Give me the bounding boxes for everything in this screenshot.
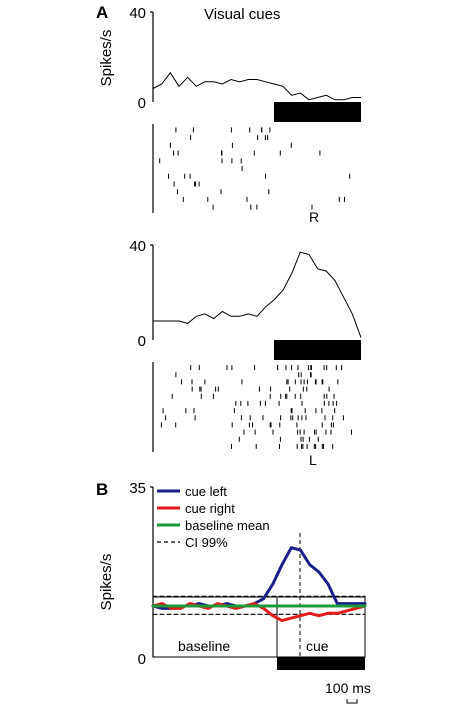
cue-label: cue xyxy=(306,638,329,654)
bottom-rate-line xyxy=(153,251,362,338)
top-rate-line xyxy=(152,71,361,101)
panel-a-letter: A xyxy=(96,3,108,22)
top-raster-label: R xyxy=(309,209,319,225)
bottom-cue-bar xyxy=(274,340,361,360)
panel-b-ytick-max: 35 xyxy=(129,480,146,497)
panel-a-title: Visual cues xyxy=(204,6,280,23)
legend-label-baseline-mean: baseline mean xyxy=(185,518,270,533)
panel-b-plot xyxy=(150,486,367,670)
panel-b-ytick-min: 0 xyxy=(138,651,146,668)
panel-b-cue-bar xyxy=(277,657,365,670)
legend-label-cue-right: cue right xyxy=(185,501,235,516)
scale-bar-label: 100 ms xyxy=(325,680,371,696)
bottom-raster-label: L xyxy=(309,452,317,468)
bottom-rate-ytick-max: 40 xyxy=(129,238,146,255)
bottom-rate-ytick-min: 0 xyxy=(138,333,146,350)
legend-label-ci: CI 99% xyxy=(185,535,228,550)
top-raster xyxy=(152,124,351,213)
panel-b-series xyxy=(151,546,367,623)
scale-bar xyxy=(346,699,358,704)
bottom-raster xyxy=(152,362,352,452)
top-rate-ytick-max: 40 xyxy=(129,5,146,22)
panel-b-ylabel: Spikes/s xyxy=(98,554,115,611)
legend-label-cue-left: cue left xyxy=(185,484,227,499)
bottom-rate-plot: 40 0 xyxy=(129,238,362,360)
panel-b-letter: B xyxy=(96,480,108,499)
top-rate-ytick-min: 0 xyxy=(138,95,146,112)
legend: cue left cue right baseline mean CI 99% xyxy=(157,484,270,550)
top-rate-plot: 40 0 xyxy=(129,5,361,122)
baseline-label: baseline xyxy=(178,638,230,654)
cue-left-line xyxy=(151,546,367,610)
panel-a-ylabel: Spikes/s xyxy=(98,30,115,87)
top-cue-bar xyxy=(274,102,361,122)
